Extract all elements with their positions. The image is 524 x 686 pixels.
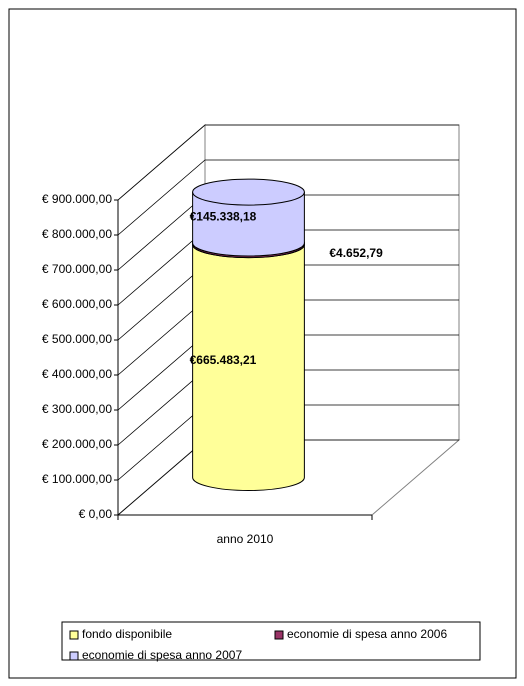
grid-line (117, 159, 459, 236)
cylinder-top (192, 178, 305, 206)
x-tick-label: anno 2010 (217, 532, 274, 546)
data-label: €4.652,79 (329, 246, 383, 260)
cylinder-segment (192, 178, 305, 257)
y-tick-label: € 200.000,00 (42, 437, 112, 451)
legend-box (61, 621, 481, 661)
legend-label: fondo disponibile (82, 627, 172, 641)
y-tick-label: € 900.000,00 (42, 192, 112, 206)
y-tick-label: € 0,00 (79, 507, 113, 521)
y-tick-label: € 800.000,00 (42, 227, 112, 241)
data-label: €665.483,21 (190, 353, 257, 367)
y-tick-label: € 700.000,00 (42, 262, 112, 276)
y-tick-label: € 500.000,00 (42, 332, 112, 346)
y-tick-label: € 300.000,00 (42, 402, 112, 416)
legend-swatch (69, 651, 79, 661)
legend-swatch (274, 630, 284, 640)
legend-label: economie di spesa anno 2006 (287, 627, 447, 641)
legend-swatch (69, 630, 79, 640)
cylinder-body (192, 191, 305, 257)
cylinder-body (192, 244, 305, 491)
grid-line (117, 124, 459, 201)
legend-label: economie di spesa anno 2007 (82, 648, 242, 662)
y-tick-label: € 600.000,00 (42, 297, 112, 311)
y-tick-label: € 400.000,00 (42, 367, 112, 381)
data-label: €145.338,18 (190, 210, 257, 224)
y-tick-label: € 100.000,00 (42, 472, 112, 486)
